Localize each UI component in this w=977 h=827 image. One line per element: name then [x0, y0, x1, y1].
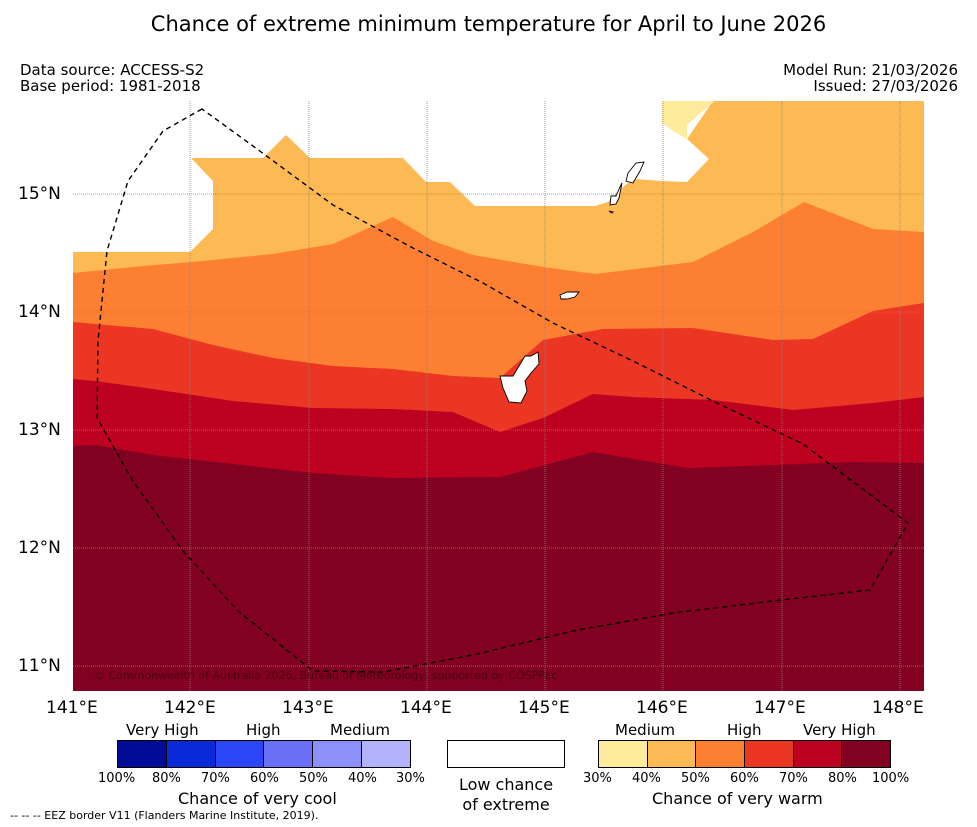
low-chance-label: Low chance of extreme — [458, 775, 554, 814]
cool-tick: 100% — [98, 771, 136, 786]
warm-tick: 80% — [828, 771, 857, 786]
region-30-40 — [662, 101, 715, 139]
warm-tick: 40% — [632, 771, 661, 786]
warm-swatch — [842, 741, 891, 767]
cool-cat-medium: Medium — [330, 721, 390, 739]
cool-swatch — [118, 741, 167, 767]
warm-legend-title: Chance of very warm — [652, 789, 823, 808]
cool-tick: 40% — [348, 771, 377, 786]
cool-swatch — [362, 741, 410, 767]
cool-swatch — [313, 741, 363, 767]
cool-tick: 80% — [152, 771, 181, 786]
lat-label: 12°N — [18, 538, 61, 558]
saipan-island — [625, 161, 645, 184]
eez-border — [96, 108, 909, 673]
cool-cat-very-high: Very High — [126, 721, 199, 739]
warm-tick: 70% — [779, 771, 808, 786]
lon-label: 147°E — [754, 698, 806, 718]
lat-label: 15°N — [18, 184, 61, 204]
lon-label: 142°E — [164, 698, 216, 718]
forecast-map: © Commonwealth of Australia 2026, Bureau… — [73, 101, 924, 691]
map-panel: © Commonwealth of Australia 2026, Bureau… — [73, 101, 924, 691]
warm-colorbar — [598, 740, 891, 768]
warm-cat-medium: Medium — [615, 721, 675, 739]
warm-tick: 100% — [872, 771, 910, 786]
cool-tick: 50% — [299, 771, 328, 786]
warm-tick: 30% — [583, 771, 612, 786]
cool-tick: 30% — [396, 771, 425, 786]
warm-swatch — [599, 741, 648, 767]
lon-label: 146°E — [636, 698, 688, 718]
model-run: Model Run: 21/03/2026 — [783, 61, 958, 79]
lat-label: 13°N — [18, 420, 61, 440]
lon-label: 148°E — [872, 698, 924, 718]
data-source: Data source: ACCESS-S2 — [20, 61, 205, 79]
cool-swatch — [264, 741, 314, 767]
lat-label: 11°N — [18, 656, 61, 676]
map-title: Chance of extreme minimum temperature fo… — [150, 12, 827, 36]
tinian-island — [609, 182, 623, 206]
warm-tick: 60% — [730, 771, 759, 786]
cool-swatch — [166, 741, 216, 767]
warm-swatch — [696, 741, 746, 767]
eez-footnote: -- -- -- EEZ border V11 (Flanders Marine… — [10, 809, 319, 822]
cool-tick: 60% — [250, 771, 279, 786]
low-chance-swatch — [447, 740, 565, 768]
cool-tick: 70% — [201, 771, 230, 786]
cool-swatch — [215, 741, 265, 767]
warm-tick: 50% — [681, 771, 710, 786]
lat-label: 14°N — [18, 302, 61, 322]
metadata-right: Model Run: 21/03/2026 Issued: 27/03/2026 — [783, 62, 958, 94]
region-low-chance-north — [73, 101, 713, 252]
lon-label: 144°E — [400, 698, 452, 718]
warm-cat-high: High — [727, 721, 762, 739]
lon-label: 145°E — [518, 698, 570, 718]
warm-swatch — [647, 741, 697, 767]
lon-label: 143°E — [282, 698, 334, 718]
copyright-text: © Commonwealth of Australia 2026, Bureau… — [94, 669, 557, 682]
lon-label: 141°E — [46, 698, 98, 718]
warm-cat-very-high: Very High — [803, 721, 876, 739]
base-period: Base period: 1981-2018 — [20, 77, 201, 95]
cool-cat-high: High — [246, 721, 281, 739]
metadata-left: Data source: ACCESS-S2 Base period: 1981… — [20, 62, 204, 94]
cool-legend-title: Chance of very cool — [178, 789, 337, 808]
warm-swatch — [745, 741, 794, 767]
guam-island — [499, 351, 540, 404]
island-outlines — [499, 161, 645, 404]
cool-colorbar — [117, 740, 411, 768]
warm-swatch — [793, 741, 843, 767]
graticule — [73, 101, 924, 691]
rota-island — [559, 291, 580, 300]
issued-date: Issued: 27/03/2026 — [813, 77, 958, 95]
aguijan-island — [608, 210, 614, 214]
